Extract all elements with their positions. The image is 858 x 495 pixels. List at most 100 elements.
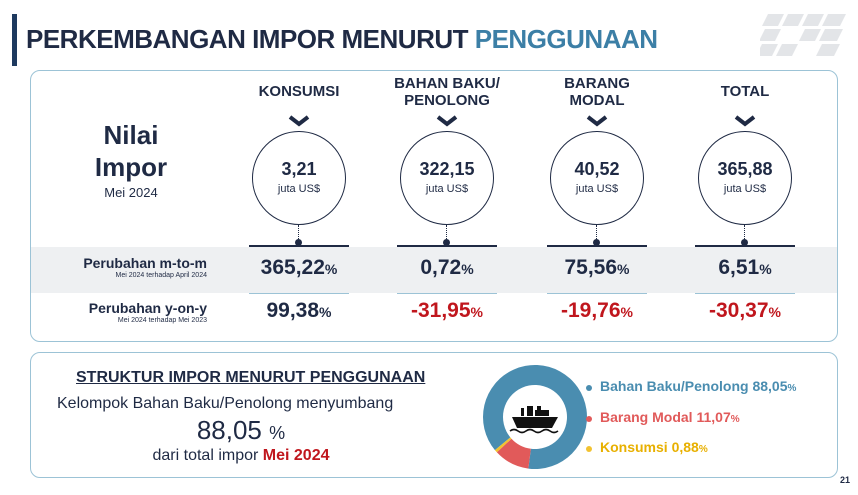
percent-sign: %	[617, 261, 630, 277]
chevron-down-icon	[288, 115, 310, 127]
row-separator	[695, 293, 795, 294]
share-donut-chart	[483, 365, 587, 469]
structure-title: STRUKTUR IMPOR MENURUT PENGGUNAAN	[76, 369, 426, 386]
column-total: TOTAL 365,88 juta US$ 6,51% -30,37%	[675, 71, 815, 341]
nilai-line1: Nilai	[103, 120, 159, 150]
nilai-impor-label: Nilai Impor Mei 2024	[31, 119, 231, 200]
bps-logo-icon	[760, 14, 846, 56]
structure-line3: dari total impor Mei 2024	[31, 447, 451, 465]
import-unit: juta US$	[723, 183, 767, 195]
row-separator	[547, 293, 647, 294]
legend-dot-konsumsi	[586, 446, 592, 452]
percent-sign: %	[461, 261, 474, 277]
import-value: 3,21	[281, 159, 317, 179]
separator-line	[547, 245, 647, 247]
heading-line2: PENOLONG	[404, 92, 490, 109]
connector-dot	[593, 239, 600, 246]
legend-konsumsi: Konsumsi 0,88%	[600, 439, 708, 455]
mtm-value: 75,56%	[527, 256, 667, 280]
value-circle: 365,88 juta US$	[698, 131, 792, 225]
chevron-down-icon	[734, 115, 756, 127]
legend-dot-bahan-baku	[586, 385, 592, 391]
donut-slice-barang-modal	[496, 438, 531, 469]
heading-line2: MODAL	[569, 92, 625, 109]
page-number: 21	[839, 475, 850, 485]
heading-line1: TOTAL	[720, 83, 770, 100]
big-unit: %	[269, 423, 286, 443]
separator-line	[249, 245, 349, 247]
import-value: 40,52	[574, 159, 620, 179]
mtm-number: 6,51	[718, 256, 760, 279]
nilai-period: Mei 2024	[104, 185, 158, 200]
yoy-value: 99,38%	[229, 299, 369, 323]
heading-line1: BARANG	[564, 75, 630, 92]
percent-sign: %	[324, 261, 338, 277]
yoy-sublabel: Mei 2024 terhadap Mei 2023	[117, 317, 207, 324]
structure-panel: STRUKTUR IMPOR MENURUT PENGGUNAAN Kelomp…	[30, 352, 838, 478]
yoy-number: -31,95	[411, 299, 471, 322]
chevron-down-icon	[436, 115, 458, 127]
donut-slice-bahan-baku-penolong	[483, 365, 587, 469]
percent-sign: %	[730, 414, 740, 425]
big-number: 88,05	[196, 415, 262, 445]
percent-sign: %	[319, 304, 332, 320]
column-heading: BARANG MODAL	[527, 75, 667, 109]
connector-line	[446, 225, 447, 243]
yoy-value: -31,95%	[377, 299, 517, 323]
row-separator	[249, 293, 349, 294]
heading-line1: KONSUMSI	[258, 83, 340, 100]
value-circle: 322,15 juta US$	[400, 131, 494, 225]
import-unit: juta US$	[277, 183, 321, 195]
mtm-value: 6,51%	[675, 256, 815, 280]
mtm-value: 365,22%	[229, 256, 369, 280]
value-circle: 40,52 juta US$	[550, 131, 644, 225]
legend-label: Bahan Baku/Penolong	[600, 378, 749, 394]
connector-dot	[443, 239, 450, 246]
percent-sign: %	[768, 304, 781, 320]
legend-label: Konsumsi	[600, 439, 668, 455]
separator-line	[397, 245, 497, 247]
value-circle: 3,21 juta US$	[252, 131, 346, 225]
yoy-number: -19,76	[561, 299, 621, 322]
page-title: PERKEMBANGAN IMPOR MENURUT PENGGUNAAN	[26, 24, 658, 55]
connector-line	[298, 225, 299, 243]
mtm-number: 0,72	[420, 256, 462, 279]
column-heading: TOTAL	[675, 83, 815, 100]
column-barang-modal: BARANG MODAL 40,52 juta US$ 75,56% -19,7…	[527, 71, 667, 341]
row-separator	[397, 293, 497, 294]
mtm-value: 0,72%	[377, 256, 517, 280]
connector-dot	[741, 239, 748, 246]
legend-value: 88,05	[752, 378, 788, 394]
import-unit: juta US$	[575, 183, 619, 195]
yoy-number: -30,37	[709, 299, 769, 322]
column-bahan-baku: BAHAN BAKU/ PENOLONG 322,15 juta US$ 0,7…	[377, 71, 517, 341]
structure-big-value: 88,05 %	[31, 415, 451, 446]
legend-dot-barang-modal	[586, 416, 592, 422]
mtm-number: 365,22	[260, 256, 325, 279]
legend-label: Barang Modal	[600, 409, 693, 425]
separator-line	[695, 245, 795, 247]
legend-value: 0,88	[671, 439, 699, 455]
page-title-part2: PENGGUNAAN	[474, 24, 658, 54]
cargo-ship-icon	[509, 406, 559, 434]
yoy-value: -19,76%	[527, 299, 667, 323]
nilai-line2: Impor	[94, 152, 168, 182]
legend-barang-modal: Barang Modal 11,07%	[600, 409, 740, 425]
percent-sign: %	[759, 261, 772, 277]
percent-sign: %	[470, 304, 483, 320]
legend-value: 11,07	[696, 409, 731, 425]
title-accent-bar	[12, 14, 17, 66]
column-heading: KONSUMSI	[229, 83, 369, 100]
import-value-panel: Nilai Impor Mei 2024 Perubahan m-to-m Me…	[30, 70, 838, 342]
line3-prefix: dari total impor	[152, 447, 259, 464]
yoy-number: 99,38	[266, 299, 320, 322]
column-heading: BAHAN BAKU/ PENOLONG	[377, 75, 517, 109]
connector-line	[744, 225, 745, 243]
mtm-row-band	[31, 247, 837, 293]
mtm-label: Perubahan m-to-m	[83, 255, 207, 271]
import-unit: juta US$	[425, 183, 469, 195]
yoy-row-label: Perubahan y-on-y Mei 2024 terhadap Mei 2…	[31, 300, 231, 324]
donut-slice-konsumsi	[494, 437, 512, 453]
legend-bahan-baku: Bahan Baku/Penolong 88,05%	[600, 378, 796, 394]
mtm-number: 75,56	[564, 256, 618, 279]
